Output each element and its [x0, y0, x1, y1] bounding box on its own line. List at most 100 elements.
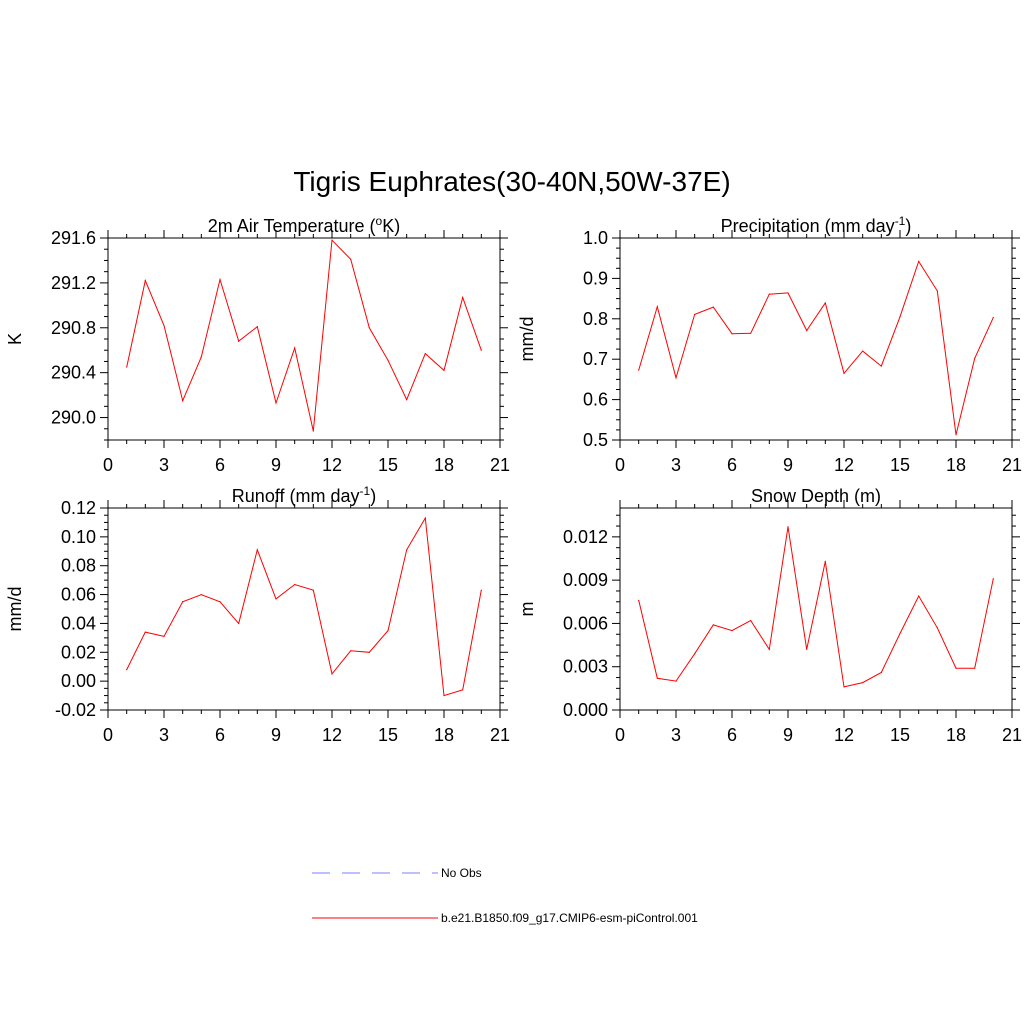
data-point [238, 340, 240, 342]
data-point [880, 365, 882, 367]
y-axis-label: m [517, 602, 537, 617]
y-tick-label: 290.0 [51, 408, 96, 428]
panel-title-superscript: o [376, 214, 383, 228]
x-tick-label: 6 [727, 455, 737, 475]
data-point [974, 357, 976, 359]
data-point [862, 350, 864, 352]
data-point [406, 399, 408, 401]
x-tick-label: 12 [834, 455, 854, 475]
plot-frame [107, 237, 501, 441]
y-axis-label: mm/d [5, 587, 25, 632]
x-tick-label: 21 [490, 455, 510, 475]
x-tick-label: 18 [946, 725, 966, 745]
data-point [331, 239, 333, 241]
legend-no-obs-label: No Obs [441, 866, 482, 880]
data-point [331, 673, 333, 675]
x-tick-label: 0 [103, 455, 113, 475]
y-tick-label: 0.7 [583, 349, 608, 369]
data-point [163, 324, 165, 327]
data-point [843, 686, 845, 688]
data-point [750, 619, 752, 622]
x-tick-label: 3 [159, 455, 169, 475]
data-point [731, 630, 733, 632]
data-point [880, 671, 882, 674]
x-tick-label: 6 [727, 725, 737, 745]
data-point [238, 622, 240, 625]
data-point [974, 667, 976, 669]
panel-title-superscript: -1 [360, 484, 371, 498]
panel-title-tail: ) [905, 216, 911, 236]
data-point [126, 366, 128, 368]
data-point [694, 653, 696, 655]
data-point [275, 598, 277, 600]
legend-model-label: b.e21.B1850.f09_g17.CMIP6-esm-piControl.… [441, 911, 698, 925]
panel-precipitation: Precipitation (mm day-1) mm/d 0 3 6 9 12 15 18 21… [517, 214, 1022, 475]
data-point [899, 316, 901, 318]
data-point [424, 352, 426, 355]
legend: No Obs b.e21.B1850.f09_g17.CMIP6-esm-piC… [312, 866, 698, 925]
x-tick-label: 0 [615, 455, 625, 475]
x-tick-label: 21 [1002, 455, 1022, 475]
series-line-precipitation [638, 260, 994, 435]
x-tick-label: 21 [1002, 725, 1022, 745]
y-tick-label: 0.012 [563, 527, 608, 547]
data-point [462, 296, 464, 299]
y-axis-label: mm/d [517, 317, 537, 362]
panel-title: 2m Air Temperature (oK) [208, 214, 400, 236]
series-line-runoff [126, 516, 482, 697]
x-tick-label: 15 [378, 455, 398, 475]
panel-title: Snow Depth (m) [751, 486, 881, 506]
data-point [350, 258, 352, 260]
data-point [219, 278, 221, 281]
data-point [955, 667, 957, 669]
y-tick-label: 0.8 [583, 309, 608, 329]
y-tick-label: 0.003 [563, 657, 608, 677]
data-point [656, 677, 658, 679]
x-tick-label: 18 [946, 455, 966, 475]
data-point [806, 329, 808, 332]
data-point [918, 595, 920, 597]
data-point [768, 293, 770, 295]
y-tick-label: 0.6 [583, 390, 608, 410]
x-tick-label: 18 [434, 725, 454, 745]
data-point [350, 650, 352, 652]
x-tick-label: 9 [783, 455, 793, 475]
data-point [694, 313, 696, 315]
data-point [312, 430, 314, 432]
panels-group: 2m Air Temperature (oK) K 0 3 6 9 12 15 18 21 290.… [5, 214, 1022, 745]
data-point [712, 306, 714, 308]
data-point [750, 332, 752, 334]
figure-title: Tigris Euphrates(30-40N,50W-37E) [293, 166, 730, 197]
x-tick-label: 21 [490, 725, 510, 745]
x-tick-label: 15 [378, 725, 398, 745]
x-tick-label: 0 [615, 725, 625, 745]
panel-title-tail: K) [382, 216, 400, 236]
y-tick-label: 0.02 [61, 642, 96, 662]
y-tick-label: 291.6 [51, 228, 96, 248]
series-line-air-temperature [126, 239, 482, 432]
data-point [144, 631, 146, 633]
data-point [200, 356, 202, 358]
panel-title-main: Runoff (mm day [232, 486, 360, 506]
data-point [144, 280, 146, 282]
x-tick-label: 12 [322, 455, 342, 475]
x-tick-label: 3 [159, 725, 169, 745]
data-point [368, 651, 370, 653]
data-point [200, 593, 202, 596]
data-point [312, 589, 314, 591]
data-point [163, 635, 165, 638]
panel-title: Precipitation (mm day-1) [721, 214, 912, 236]
y-tick-label: 291.2 [51, 273, 96, 293]
data-point [731, 333, 733, 335]
data-point [406, 549, 408, 551]
y-tick-label: 0.00 [61, 671, 96, 691]
data-point [992, 578, 994, 580]
plot-frame [619, 507, 1013, 711]
y-axis-label: K [5, 333, 25, 345]
panel-air-temperature: 2m Air Temperature (oK) K 0 3 6 9 12 15 18 21 290.… [5, 214, 510, 475]
data-point [462, 689, 464, 691]
data-point [638, 369, 640, 371]
y-tick-label: 290.8 [51, 318, 96, 338]
x-tick-label: 6 [215, 455, 225, 475]
x-tick-label: 9 [271, 455, 281, 475]
